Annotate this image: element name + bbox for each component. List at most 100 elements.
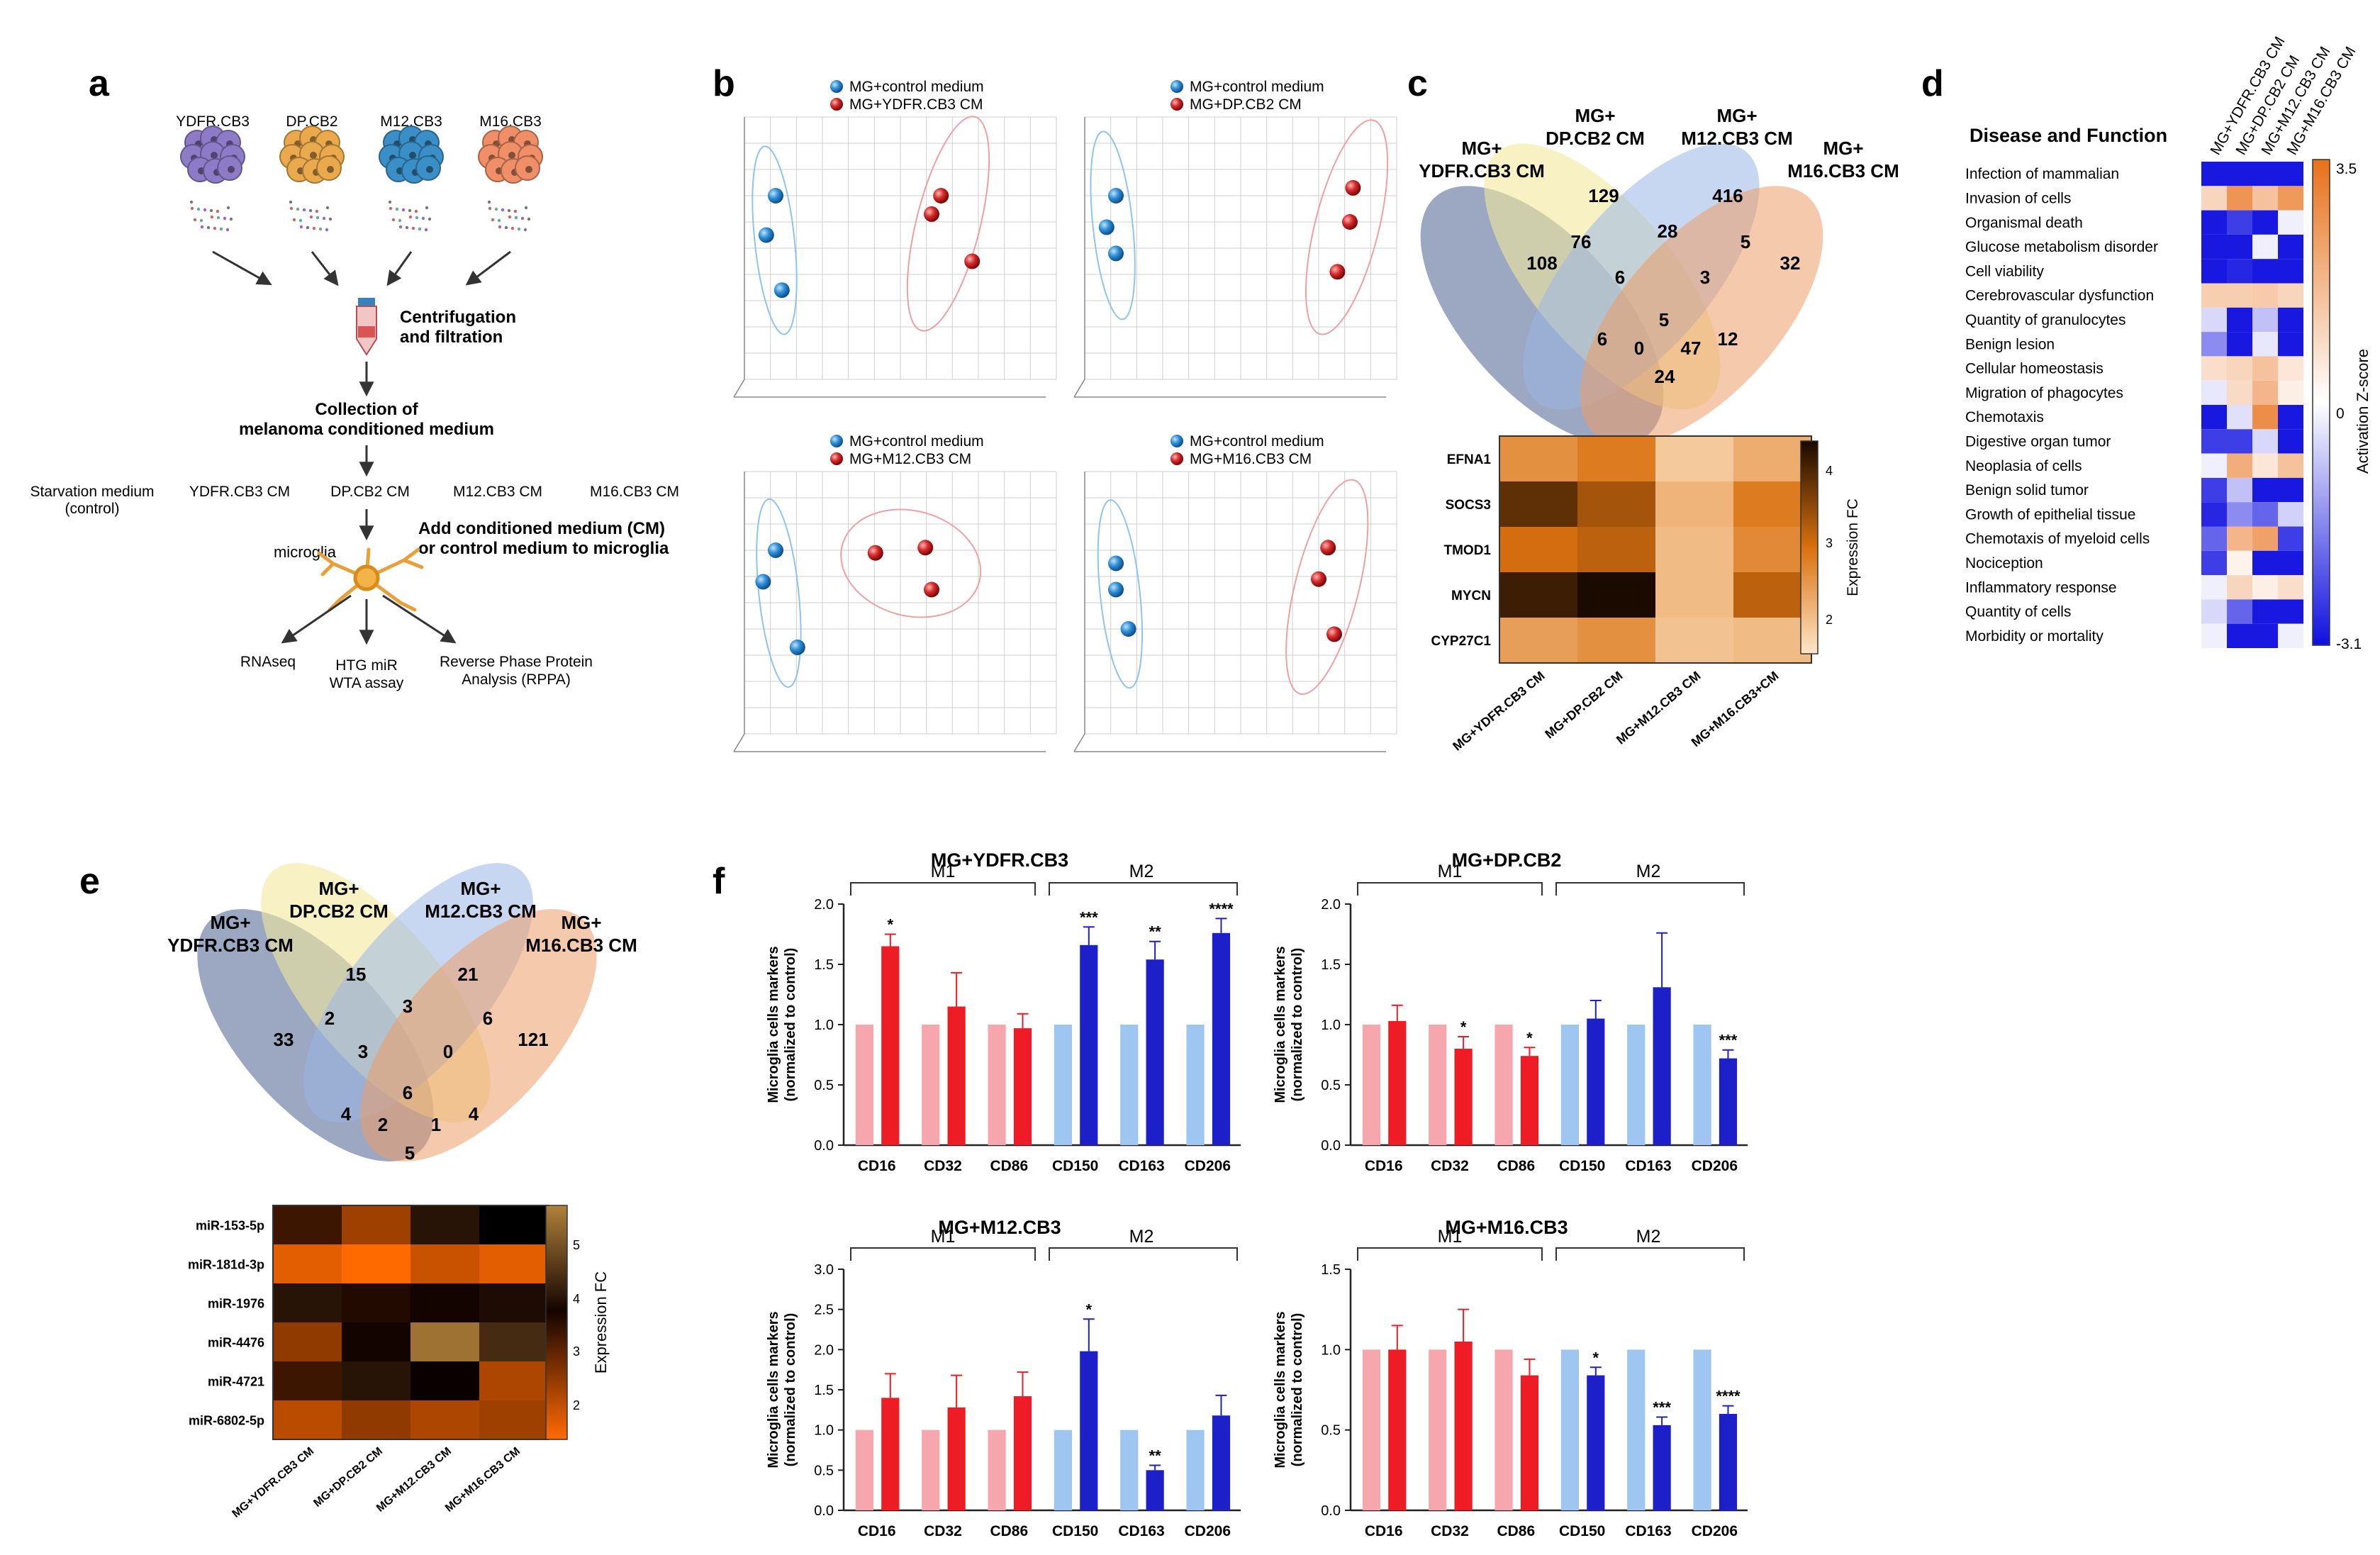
venn-count: 33 [274,1029,294,1050]
heatmap-row-label: CYP27C1 [1431,634,1492,649]
y-tick-label: 0.5 [814,1463,834,1478]
heatmap-cell [1655,618,1733,663]
x-tick-label: CD32 [924,1523,962,1539]
bar-treated [1454,1342,1473,1510]
bar-treated [1388,1020,1407,1145]
bar-treated [1080,1351,1098,1510]
heatmap-row-label: Invasion of cells [1965,190,2071,206]
assay-rnaseq: RNAseq [240,654,296,670]
heatmap-col-label: MG+DP.CB2 CM [311,1445,385,1510]
colorbar-e [545,1205,568,1440]
pca-point-treated [1329,264,1346,280]
heatmap-cell [2252,599,2278,624]
pca-grid [1084,471,1397,735]
panel-letter-a: a [89,63,110,104]
bar-treated [1454,1049,1473,1145]
heatmap-cell [2278,307,2303,333]
bracket-m1 [850,882,1036,896]
y-axis-label-line: Microglia cells markers [1273,1311,1288,1468]
legend-treated-label: MG+DP.CB2 CM [1190,96,1302,113]
venn-count: 6 [483,1008,493,1029]
heatmap-cell [342,1205,410,1244]
colorbar-c-title: Expression FC [1845,498,1861,596]
vesicle-dot [299,225,303,229]
venn-c-label-ydfr-1: MG+ [1461,138,1502,159]
y-tick-label: 2.5 [814,1303,834,1318]
panel-letter-f: f [713,861,725,902]
significance-mark: * [1460,1018,1467,1036]
heatmap-cell [2227,234,2252,260]
panel-a-workflow: YDFR.CB3 DP.CB2 M12.CB3 M16.CB3 Centrifugat… [30,113,679,691]
venn-e-label-m12-2: M12.CB3 CM [425,901,536,922]
x-tick-label: CD86 [1497,1158,1535,1174]
add-medium-2: or control medium to microglia [418,539,669,558]
colorbar-d [2312,159,2330,646]
bar-treated [1719,1414,1738,1510]
pca-grid [744,116,1057,380]
chart-title: MG+YDFR.CB3 [931,849,1068,871]
bar-treated [1212,932,1231,1145]
vesicle-dot [200,225,204,229]
bar-control [1560,1025,1579,1145]
colorbar-e-tick: 3 [573,1344,580,1359]
venn-c-label-m16-2: M16.CB3 CM [1787,160,1899,182]
axis-line [1073,379,1085,398]
arrow [382,594,457,644]
bar-treated [881,1398,900,1510]
heatmap-cell [479,1361,548,1400]
heatmap-cell [2252,526,2278,551]
vesicle-dot [315,209,319,213]
y-tick-label: 0.0 [814,1138,834,1154]
significance-mark: *** [1719,1032,1738,1049]
y-axis-label-line: (normalized to control) [1290,948,1305,1102]
venn-count: 76 [1571,231,1592,252]
venn-count: 5 [1659,309,1669,330]
bar-control [1120,1429,1139,1510]
significance-mark: ** [1149,1447,1162,1465]
heatmap-cell [2252,283,2278,308]
heatmap-cell [479,1244,548,1283]
heatmap-cell [2278,599,2303,624]
x-tick-label: CD150 [1559,1523,1605,1539]
group-label-m2: M2 [1636,862,1661,881]
y-axis-label: Microglia cells markers (normalized to co… [1273,946,1305,1103]
pca-grid [744,471,1057,735]
treated-ellipse [1285,479,1369,695]
heatmap-row-label: Infection of mammalian [1965,166,2119,182]
x-tick-label: CD86 [1497,1523,1535,1539]
heatmap-cell [2227,502,2252,527]
heatmap-row-label: EFNA1 [1447,452,1492,467]
venn-count: 5 [1741,231,1750,252]
heatmap-cell [410,1322,479,1361]
vesicle-dot [507,208,511,213]
heatmap-cell [1577,481,1655,527]
group-label-m2: M2 [1129,862,1154,881]
bracket-m2 [1555,882,1745,896]
heatmap-row-label: Cerebrovascular dysfunction [1965,288,2154,304]
bar-treated [881,946,900,1145]
assay-rppa-2: Analysis (RPPA) [462,671,571,688]
bar-control [1627,1025,1646,1145]
heatmap-cell [2201,550,2227,576]
pca-point-control [773,282,790,299]
axis-line [733,733,745,752]
colorbar-e-tick: 5 [573,1238,580,1252]
medium-control-1: Starvation medium [30,484,154,500]
y-tick-label: 0.0 [1321,1138,1341,1154]
heatmap-col-label: MG+YDFR.CB3 CM [230,1445,316,1520]
secreted-factors-icon [388,200,432,232]
y-tick-label: 0.5 [814,1078,834,1093]
bar-treated [947,1006,966,1145]
heatmap-row-label: miR-4721 [208,1375,264,1389]
y-tick-label: 1.0 [1321,1018,1341,1033]
heatmap-row-label: miR-4476 [208,1336,264,1350]
heatmap-cell [2278,283,2303,308]
group-label-m2: M2 [1636,1227,1661,1247]
venn-count: 1 [431,1114,441,1135]
heatmap-row-label: Inflammatory response [1965,579,2117,596]
heatmap-cell [2278,162,2303,186]
nucleus-icon [327,166,334,173]
venn-count: 6 [403,1082,413,1103]
